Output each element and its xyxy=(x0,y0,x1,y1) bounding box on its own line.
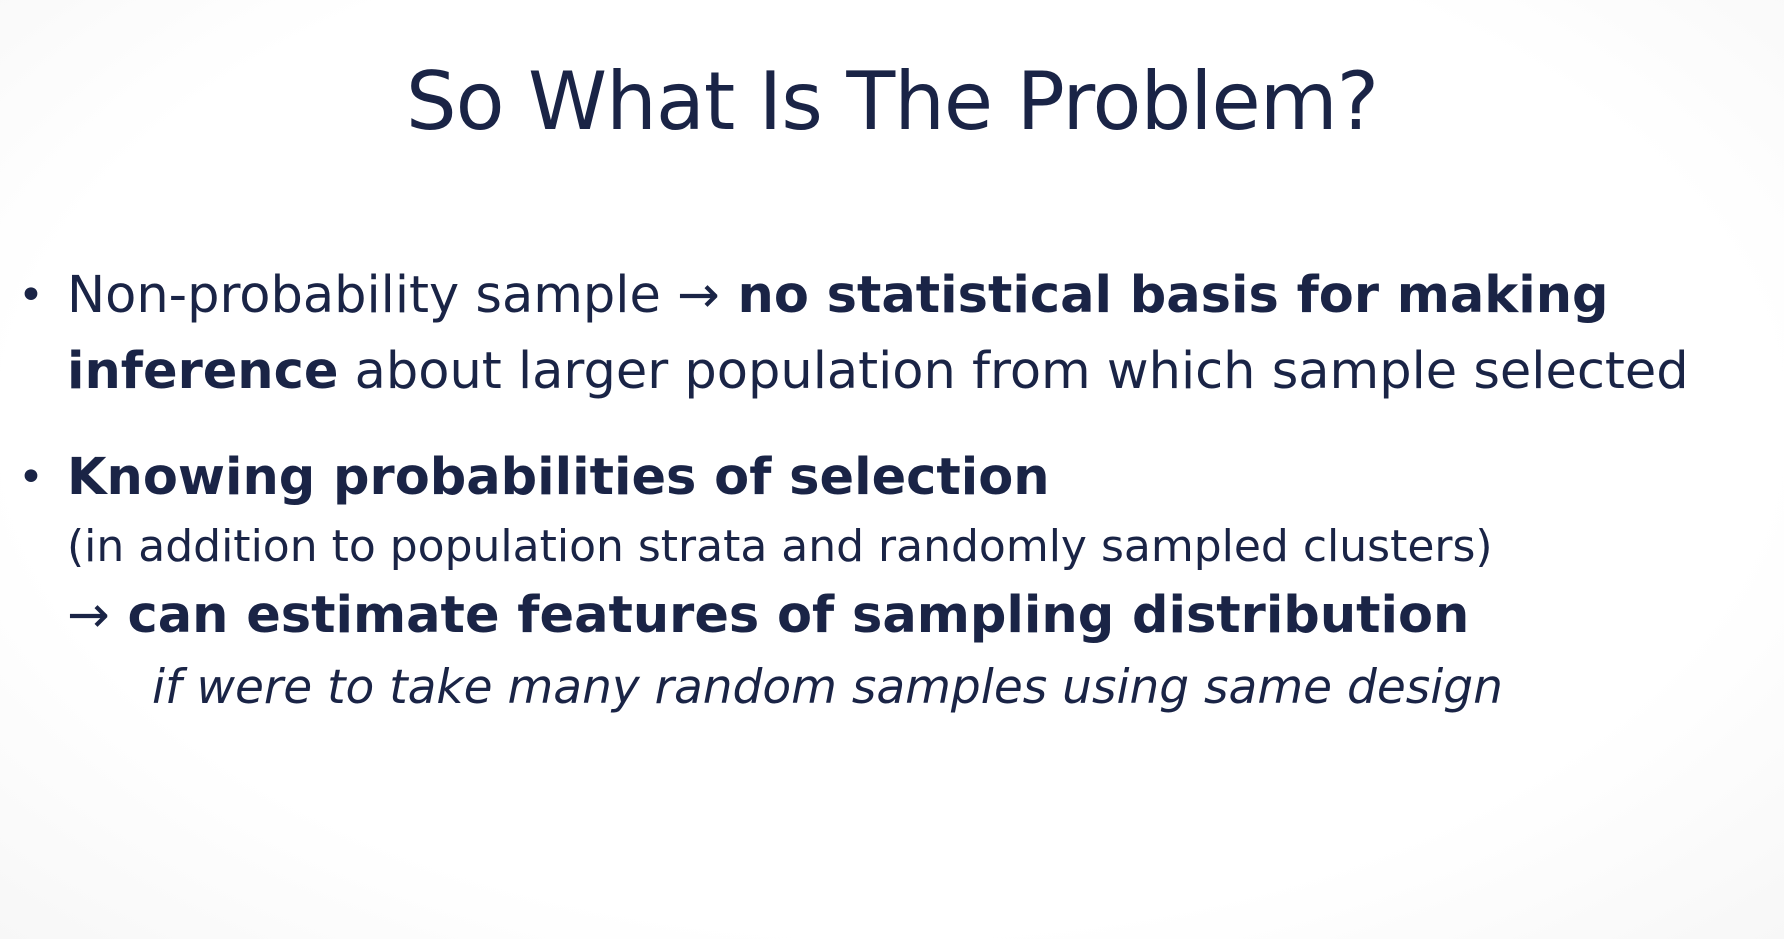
bullet-line: inference about larger population from w… xyxy=(67,334,1784,410)
bullet-italic-note: if were to take many random samples usin… xyxy=(152,660,1503,715)
bullet-line: Non-probability sample → no statistical … xyxy=(67,258,1784,334)
bullet-result-line: → can estimate features of sampling dist… xyxy=(67,578,1784,654)
bullet-parenthetical: (in addition to population strata and ra… xyxy=(67,521,1493,572)
bullet-item-non-probability: • Non-probability sample → no statistica… xyxy=(0,258,1784,410)
bullet-text-bold: can estimate features of sampling distri… xyxy=(109,586,1470,645)
bullet-marker: • xyxy=(18,270,44,321)
bullet-heading: Knowing probabilities of selection xyxy=(67,448,1050,507)
bullet-text-bold: inference xyxy=(67,342,339,401)
arrow-icon: → xyxy=(67,586,110,645)
bullet-text-plain: Non-probability sample xyxy=(67,266,678,325)
bullet-text-bold: no statistical basis for making xyxy=(719,266,1609,325)
bullet-item-knowing-probabilities: • Knowing probabilities of selection (in… xyxy=(0,440,1784,722)
bullet-list: • Non-probability sample → no statistica… xyxy=(0,258,1784,722)
slide-title: So What Is The Problem? xyxy=(405,55,1379,148)
arrow-icon: → xyxy=(677,266,720,325)
bullet-marker: • xyxy=(18,452,44,503)
bullet-text-plain: about larger population from which sampl… xyxy=(338,342,1689,401)
